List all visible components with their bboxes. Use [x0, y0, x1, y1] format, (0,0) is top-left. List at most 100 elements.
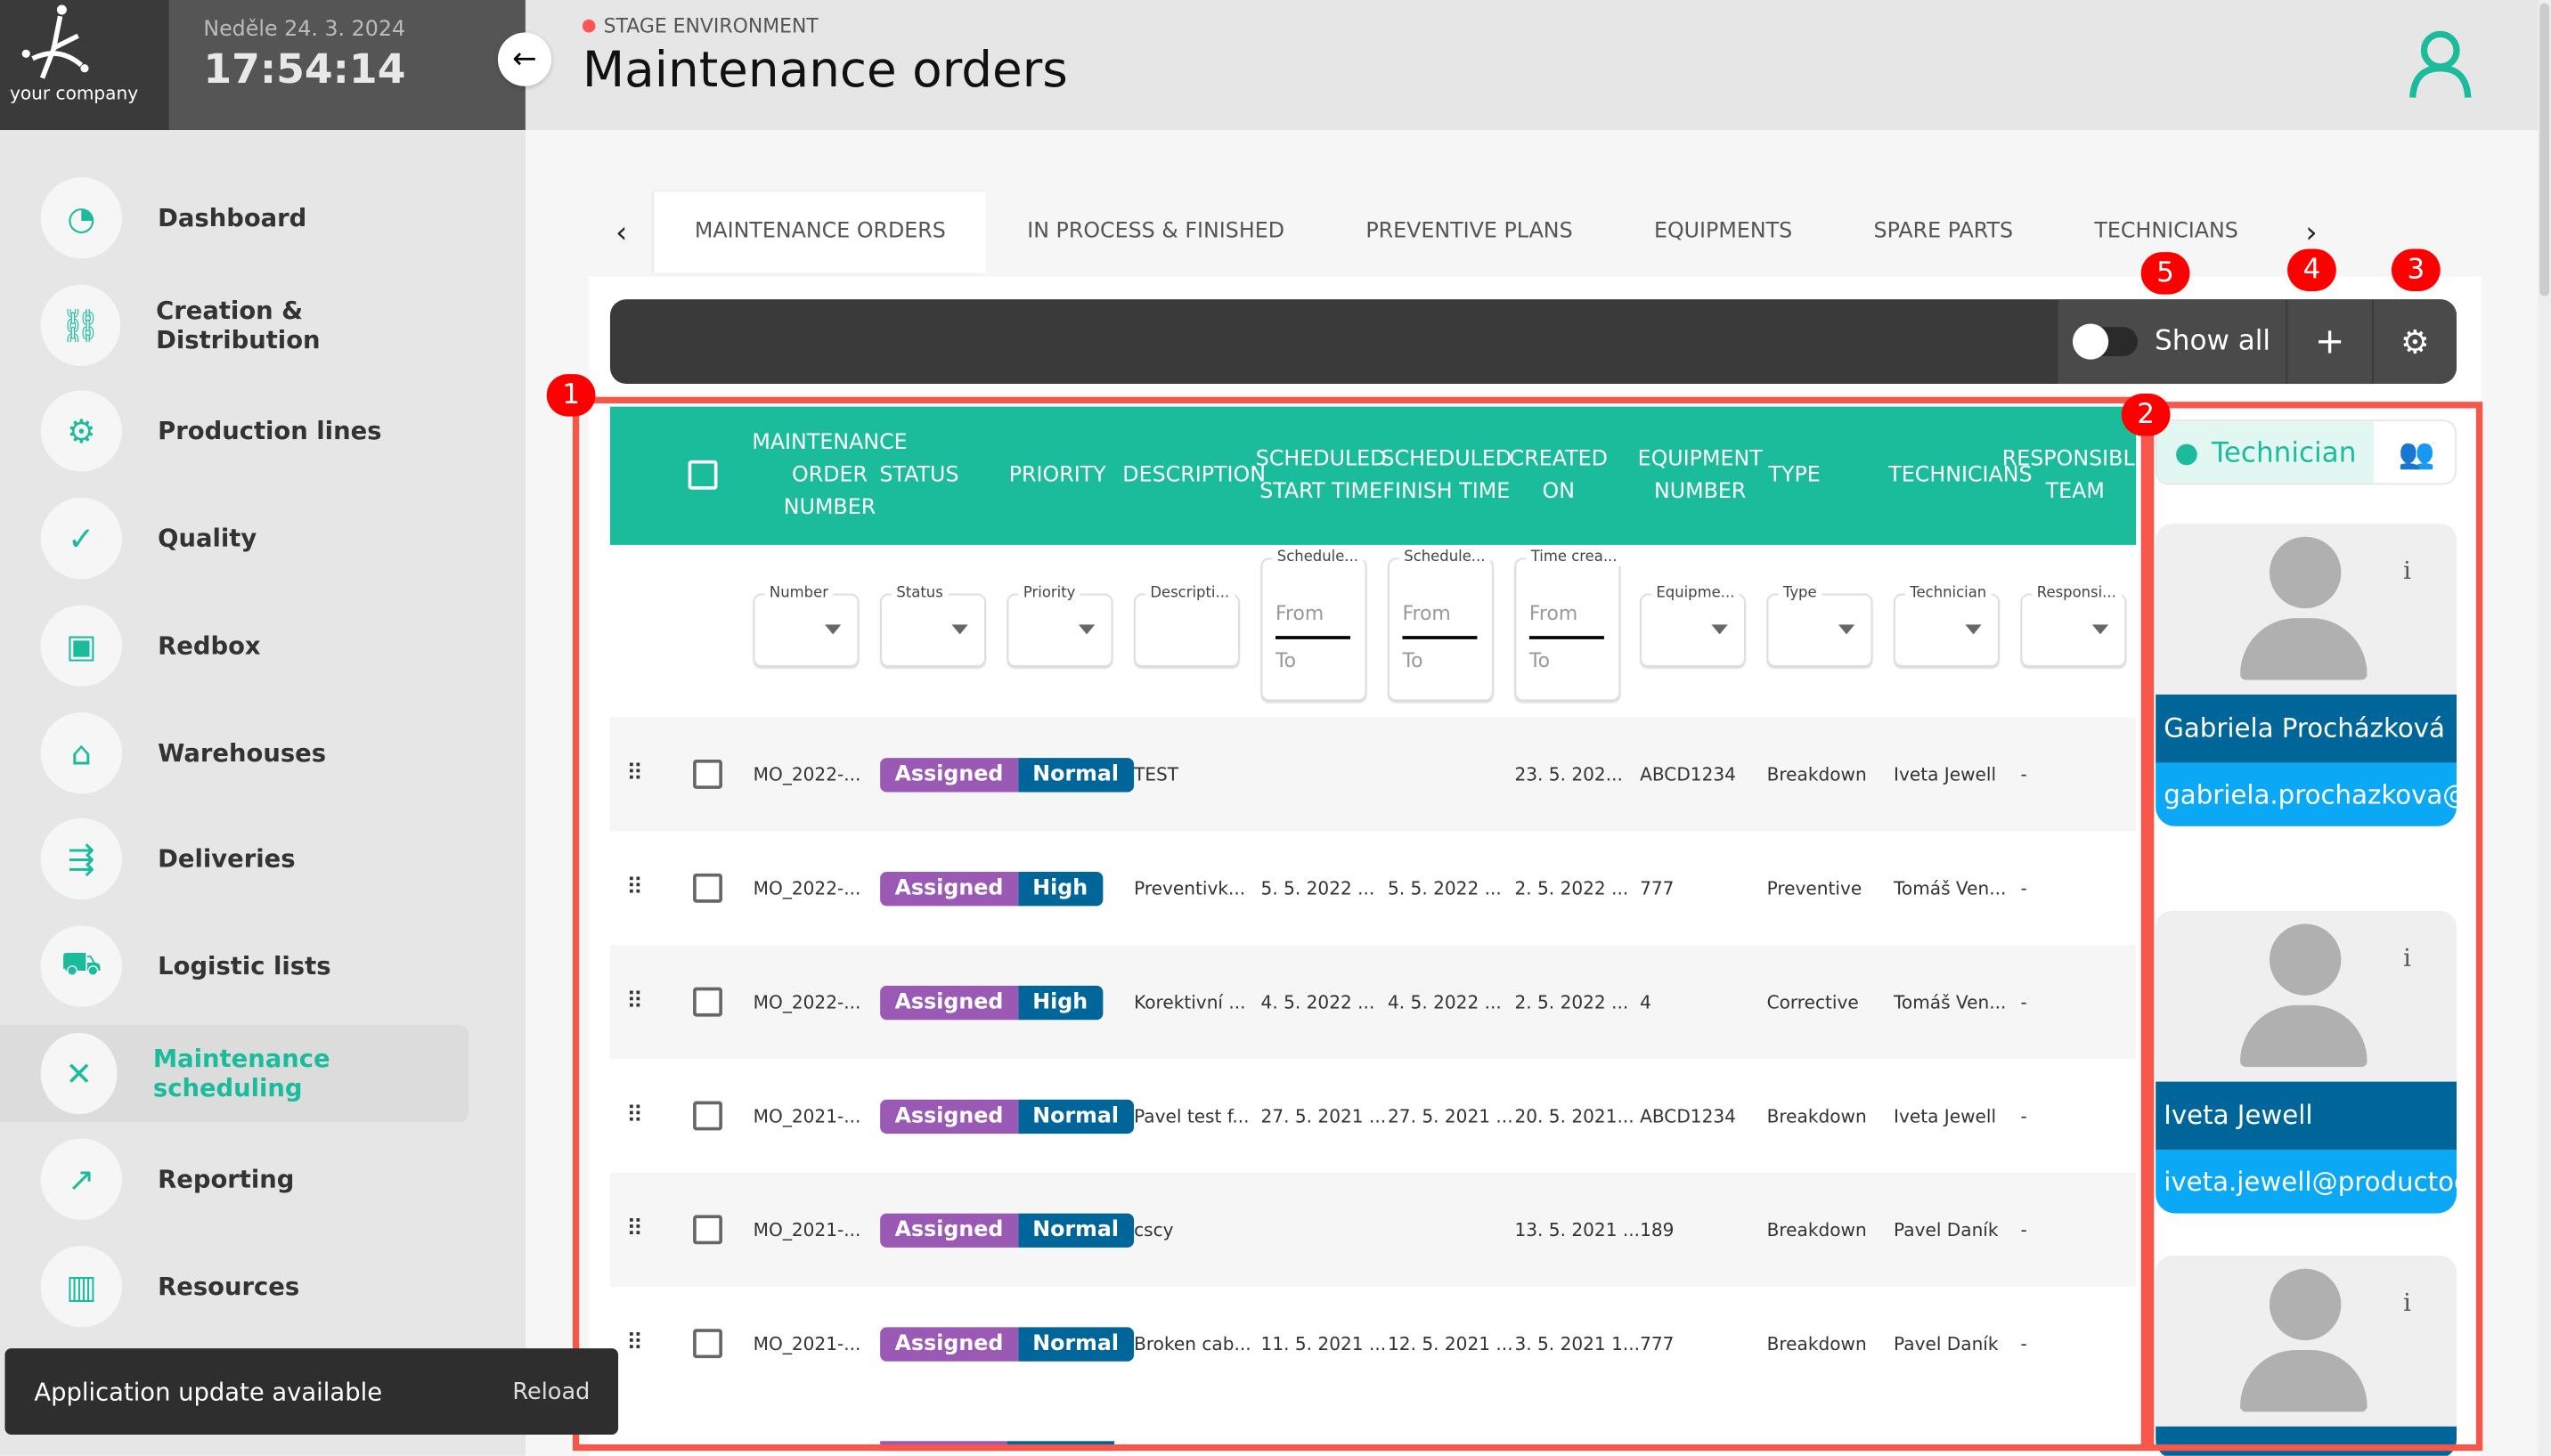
select-all-checkbox[interactable] — [688, 460, 718, 490]
table-row[interactable]: ⠿ MO_2022-... Assigned High Korektivní ... 4.… — [609, 945, 2137, 1060]
technician-card[interactable]: i Gabriela Procházková gabriela.prochazkov… — [2156, 524, 2457, 826]
settings-button[interactable]: ⚙ — [2373, 299, 2457, 385]
tab[interactable]: TECHNICIANS — [2094, 219, 2238, 244]
tab[interactable]: MAINTENANCE ORDERS — [654, 191, 987, 273]
column-header[interactable]: STATUS — [879, 462, 959, 488]
team-view-button[interactable]: 👥 — [2376, 421, 2455, 483]
filter-responsible[interactable]: Responsi... — [2020, 585, 2127, 667]
tab[interactable]: SPARE PARTS — [1873, 219, 2014, 244]
sidebar-item[interactable]: ◔ Dashboard — [0, 169, 469, 267]
filter-from-input[interactable]: From — [1528, 601, 1578, 625]
avatar: i — [2156, 911, 2457, 1082]
drag-handle-icon[interactable]: ⠿ — [626, 761, 643, 788]
column-header[interactable]: RESPONSIBLE TEAM — [2001, 446, 2148, 504]
filter-to-input[interactable]: To — [1275, 648, 1297, 672]
column-header[interactable]: TYPE — [1768, 462, 1821, 488]
table-row[interactable]: ⠿ MO_2021-... Assigned Normal Broken cab... 1… — [610, 1287, 2136, 1401]
sidebar-item[interactable]: ⌂ Warehouses — [0, 704, 469, 801]
filter-number[interactable]: Number — [753, 585, 860, 667]
filter-from-input[interactable]: From — [1275, 601, 1324, 625]
cell: 2. 5. 2022 ... — [1514, 991, 1629, 1013]
sidebar-item-icon: ✕ — [40, 1032, 118, 1114]
table-row[interactable]: ⠿ MO_2022-... Assigned Normal TEST 23. 5. 202… — [609, 717, 2137, 832]
row-checkbox[interactable] — [693, 1329, 722, 1359]
tab[interactable]: PREVENTIVE PLANS — [1365, 219, 1573, 244]
column-header[interactable]: PRIORITY — [1008, 462, 1106, 488]
scrollbar[interactable] — [2538, 0, 2551, 1456]
technician-view-button[interactable]: ● Technician — [2156, 421, 2374, 484]
drag-handle-icon[interactable]: ⠿ — [626, 1330, 643, 1357]
tabs-next-button[interactable]: › — [2305, 216, 2318, 250]
sidebar-item[interactable]: ⚙ Production lines — [0, 383, 469, 481]
row-checkbox[interactable] — [693, 987, 722, 1017]
show-all-toggle[interactable]: Show all — [2058, 299, 2286, 385]
info-icon[interactable]: i — [2403, 1288, 2411, 1318]
filter-from-input[interactable]: From — [1402, 601, 1451, 625]
filter-description[interactable]: Descripti... — [1134, 585, 1240, 667]
cell: 2. 5. 2022 ... — [1514, 877, 1629, 899]
tab[interactable]: EQUIPMENTS — [1653, 219, 1793, 244]
drag-handle-icon[interactable]: ⠿ — [626, 1216, 643, 1243]
info-icon[interactable]: i — [2403, 556, 2411, 586]
filter-sft[interactable]: Schedule... From To — [1388, 549, 1494, 702]
tab[interactable]: IN PROCESS & FINISHED — [1027, 219, 1285, 244]
dropdown-arrow-icon — [1078, 624, 1096, 635]
sidebar-item[interactable]: ⇶ Deliveries — [0, 810, 469, 908]
sidebar-item[interactable]: ✓ Quality — [0, 490, 469, 588]
row-checkbox[interactable] — [693, 759, 722, 789]
table-row[interactable]: ⠿ MO_2021-... Assigned Normal Pavel test f..… — [610, 1059, 2136, 1173]
column-header[interactable]: DESCRIPTION — [1122, 462, 1267, 488]
drag-handle-icon[interactable]: ⠿ — [626, 1102, 643, 1129]
filter-type[interactable]: Type — [1766, 585, 1873, 667]
table-row[interactable]: ⠿ MO_2022-... Assigned High Preventivk... 5. … — [610, 831, 2136, 945]
filter-to-input[interactable]: To — [1528, 648, 1550, 672]
user-profile-button[interactable] — [2408, 29, 2473, 116]
table-row[interactable]: ⠿ MO_2021-... Assigned Normal cscy 13. 5. 202… — [609, 1172, 2137, 1287]
reload-button[interactable]: Reload — [512, 1378, 591, 1405]
filter-to-input[interactable]: To — [1402, 648, 1423, 672]
sidebar-item[interactable]: ✕ Maintenance scheduling — [0, 1023, 469, 1122]
technician-card[interactable]: i Iveta Jewell iveta.jewell@productoo — [2156, 910, 2457, 1214]
cell: 189 — [1640, 1218, 1675, 1240]
environment-label: STAGE ENVIRONMENT — [582, 14, 819, 37]
row-checkbox[interactable] — [693, 1101, 722, 1131]
drag-handle-icon[interactable]: ⠿ — [626, 874, 643, 901]
column-header[interactable]: TECHNICIANS — [1888, 462, 2033, 488]
row-checkbox[interactable] — [693, 873, 722, 903]
technician-card[interactable]: i — [2156, 1256, 2457, 1456]
tabs-prev-button[interactable]: ‹ — [615, 216, 628, 250]
column-header[interactable]: SCHEDULED FINISH TIME — [1381, 446, 1512, 504]
sidebar-item[interactable]: ⛓ Creation & Distribution — [0, 276, 469, 374]
filter-priority[interactable]: Priority — [1007, 585, 1113, 667]
priority-badge: Normal — [1017, 1326, 1134, 1361]
column-header[interactable]: EQUIPMENT NUMBER — [1637, 446, 1763, 504]
avatar: i — [2156, 524, 2457, 695]
row-checkbox[interactable] — [693, 1215, 722, 1245]
filter-technician[interactable]: Technician — [1894, 585, 2000, 667]
add-button[interactable]: + — [2287, 299, 2373, 385]
cell: 12. 5. 2021 ... — [1388, 1332, 1513, 1354]
sidebar-item[interactable]: ▥ Resources — [0, 1238, 469, 1336]
filter-status[interactable]: Status — [880, 585, 986, 667]
column-header[interactable]: CREATED ON — [1509, 446, 1608, 504]
sidebar-item-icon: ▥ — [40, 1246, 122, 1328]
filter-sst[interactable]: Schedule... From To — [1260, 549, 1367, 702]
collapse-sidebar-button[interactable]: ← — [497, 32, 552, 86]
sidebar-item[interactable]: ▣ Redbox — [0, 597, 469, 695]
cell: MO_2022-... — [753, 877, 861, 899]
info-icon[interactable]: i — [2403, 943, 2411, 973]
sidebar-item[interactable]: ↗ Reporting — [0, 1131, 469, 1229]
filter-equipment[interactable]: Equipme... — [1640, 585, 1746, 667]
cell: 5. 5. 2022 ... — [1388, 877, 1502, 899]
column-header[interactable]: MAINTENANCE ORDER NUMBER — [752, 430, 908, 520]
sidebar-item[interactable]: ⛟ Logistic lists — [0, 917, 469, 1015]
header: STAGE ENVIRONMENT Maintenance orders — [525, 0, 2551, 131]
drag-handle-icon[interactable]: ⠿ — [626, 988, 643, 1015]
gear-icon: ⚙ — [2400, 321, 2430, 362]
toggle-switch[interactable] — [2073, 323, 2139, 360]
annotation-badge: 1 — [546, 374, 596, 417]
technician-email: gabriela.prochazkova@ — [2156, 762, 2457, 826]
column-header[interactable]: SCHEDULED START TIME — [1255, 446, 1387, 504]
filter-created[interactable]: Time crea... From To — [1514, 549, 1622, 702]
cell: Preventive — [1766, 877, 1862, 899]
